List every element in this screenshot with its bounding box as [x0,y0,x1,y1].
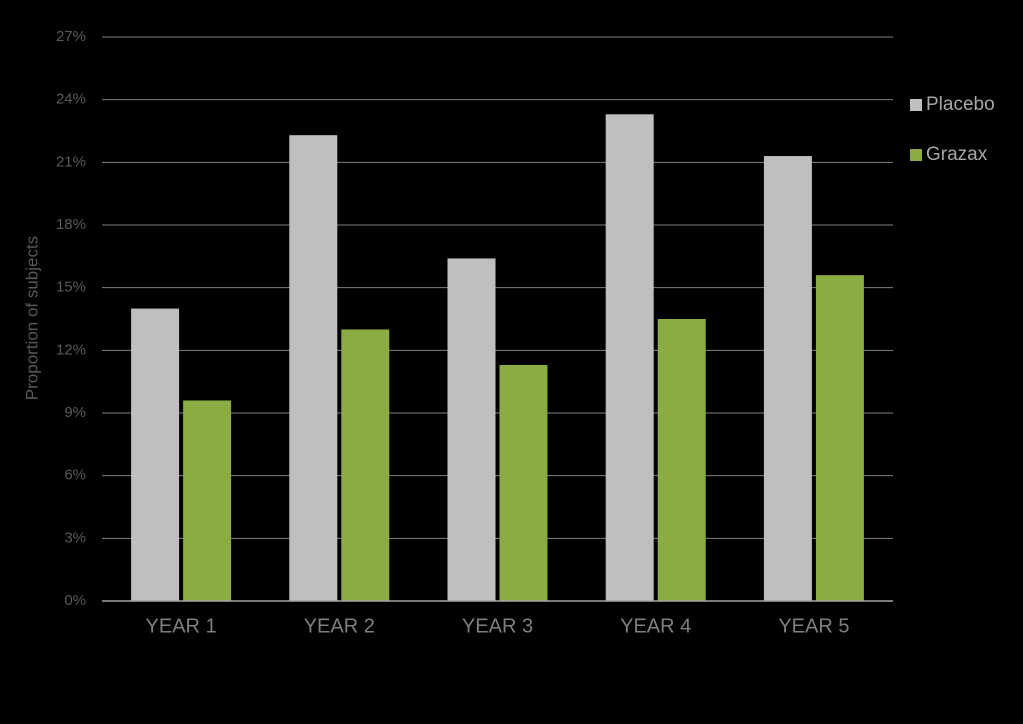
x-tick-label: YEAR 2 [304,615,375,637]
y-tick-label: 9% [64,404,86,421]
x-tick-label: YEAR 3 [462,615,533,637]
legend-label: Grazax [926,144,988,165]
y-tick-label: 6% [64,467,86,484]
bar [815,275,864,601]
bar [657,319,706,601]
bar [183,400,232,601]
bar [447,258,496,601]
y-axis-title: Proportion of subjects [22,236,41,400]
y-tick-label: 15% [56,279,86,296]
bar [763,156,812,602]
x-tick-label: YEAR 5 [778,615,849,637]
legend-swatch [910,149,922,161]
y-tick-label: 18% [56,216,86,233]
bar [605,114,654,602]
y-tick-label: 21% [56,153,86,170]
y-tick-label: 3% [64,529,86,546]
legend-swatch [910,99,922,111]
y-tick-label: 27% [56,28,86,45]
bar [289,135,338,601]
x-tick-label: YEAR 4 [620,615,691,637]
y-tick-label: 12% [56,341,86,358]
legend-label: Placebo [926,94,995,115]
bar [341,329,390,601]
y-tick-label: 0% [64,592,86,609]
bar [499,364,548,601]
y-tick-label: 24% [56,91,86,108]
bar [131,308,180,601]
x-tick-label: YEAR 1 [146,615,217,637]
